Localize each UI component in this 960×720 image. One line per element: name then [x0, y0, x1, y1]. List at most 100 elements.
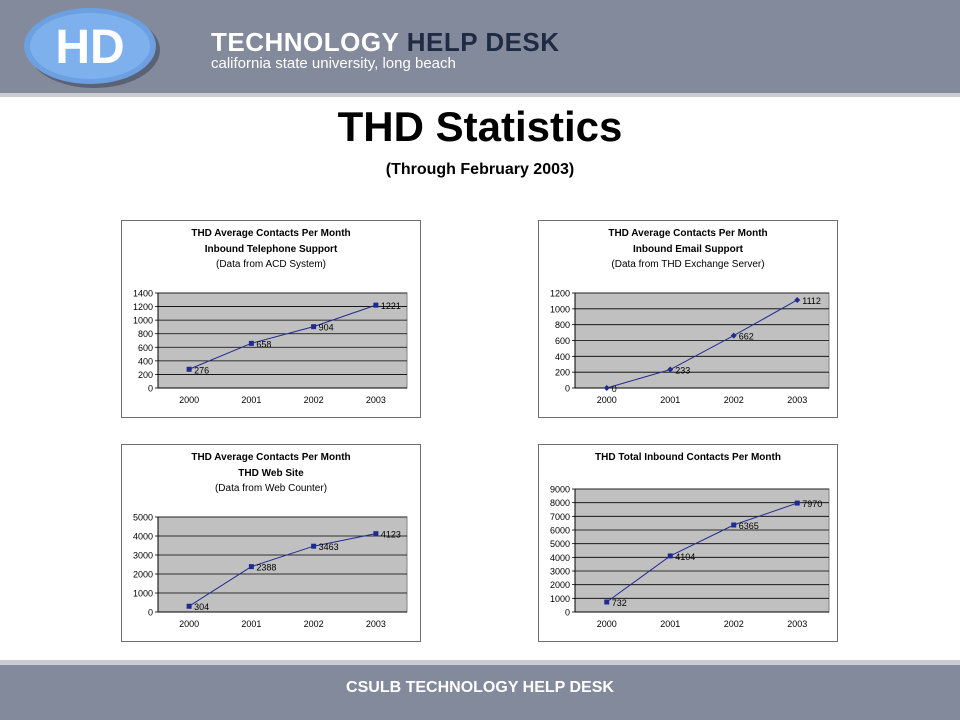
- y-tick-label: 800: [138, 329, 153, 339]
- x-tick-label: 2002: [304, 395, 324, 405]
- chart-email-support: THD Average Contacts Per Month Inbound E…: [538, 220, 838, 418]
- data-label: 4123: [381, 530, 401, 540]
- chart-title-line3: (Data from Web Counter): [214, 483, 328, 494]
- chart-title-line2: Inbound Telephone Support: [204, 244, 338, 255]
- data-point: [667, 553, 673, 559]
- data-point: [186, 603, 192, 609]
- data-label: 304: [194, 602, 209, 612]
- footer-bar: [0, 665, 960, 720]
- data-label: 276: [194, 365, 209, 375]
- data-label: 0: [612, 384, 617, 394]
- brand-title: TECHNOLOGY HELP DESK: [211, 27, 560, 58]
- y-tick-label: 800: [555, 320, 570, 330]
- chart-title-line1: THD Average Contacts Per Month: [608, 228, 768, 239]
- data-point: [667, 366, 674, 373]
- chart-title-line3: (Data from ACD System): [215, 259, 327, 270]
- y-tick-label: 1200: [550, 289, 570, 299]
- data-label: 1112: [802, 296, 821, 306]
- x-tick-label: 2001: [660, 395, 680, 405]
- data-point: [603, 385, 610, 391]
- x-tick-label: 2002: [724, 619, 744, 629]
- brand-title-part2: HELP DESK: [406, 27, 560, 57]
- y-tick-label: 5000: [550, 539, 570, 549]
- chart-plot-svg: 0 200 400 600 800 1000 1200 2000 2001 2002 2003 0 23…: [550, 289, 830, 405]
- y-tick-label: 200: [555, 368, 570, 378]
- chart-plot-svg: 0 200 400 600 800 1000 1200 1400 2000 2001 2002 200…: [133, 289, 408, 405]
- chart-title-line1: THD Total Inbound Contacts Per Month: [595, 452, 781, 463]
- y-tick-label: 2000: [133, 570, 153, 580]
- data-point: [604, 599, 610, 605]
- y-tick-label: 4000: [550, 553, 570, 563]
- chart-title-line1: THD Average Contacts Per Month: [191, 228, 351, 239]
- data-point: [794, 296, 801, 303]
- y-tick-label: 3000: [133, 551, 153, 561]
- footer-divider: [0, 660, 960, 665]
- series-line: [188, 304, 377, 370]
- chart-title-line3: (Data from THD Exchange Server): [611, 259, 765, 270]
- data-label: 662: [739, 332, 754, 342]
- footer-text: CSULB TECHNOLOGY HELP DESK: [346, 679, 614, 696]
- plot-area: [157, 516, 408, 613]
- page-subtitle: (Through February 2003): [385, 161, 575, 178]
- data-label: 1221: [381, 301, 401, 311]
- logo-text: HD: [55, 21, 124, 74]
- x-tick-label: 2000: [179, 395, 199, 405]
- y-tick-label: 1000: [550, 304, 570, 314]
- chart-title-line1: THD Average Contacts Per Month: [191, 452, 351, 463]
- data-label: 658: [256, 339, 271, 349]
- data-label: 732: [612, 598, 627, 608]
- chart-plot-svg: 0 1000 2000 3000 4000 5000 2000 2001 2002 2003 304…: [133, 513, 408, 629]
- y-tick-label: 0: [148, 608, 153, 618]
- chart-title-line2: Inbound Email Support: [633, 244, 743, 255]
- y-tick-label: 3000: [550, 567, 570, 577]
- chart-total-inbound: THD Total Inbound Contacts Per Month 0 10…: [538, 444, 838, 642]
- data-label: 904: [319, 323, 334, 333]
- data-label: 2388: [256, 563, 276, 573]
- header-bar: [0, 0, 960, 93]
- x-tick-label: 2000: [597, 395, 617, 405]
- x-tick-label: 2003: [366, 619, 386, 629]
- data-label: 3463: [319, 542, 339, 552]
- plot-area: [574, 488, 830, 613]
- y-tick-label: 600: [555, 336, 570, 346]
- chart-telephone-support: THD Average Contacts Per Month Inbound T…: [121, 220, 421, 418]
- data-point: [794, 500, 800, 506]
- data-point: [730, 332, 737, 339]
- x-tick-label: 2001: [241, 395, 261, 405]
- data-label: 233: [675, 366, 690, 376]
- x-tick-label: 2003: [787, 395, 807, 405]
- y-tick-label: 1400: [133, 289, 153, 299]
- data-point: [248, 564, 254, 570]
- data-point: [311, 543, 317, 549]
- data-point: [731, 522, 737, 528]
- y-tick-label: 400: [138, 356, 153, 366]
- y-tick-label: 1000: [133, 589, 153, 599]
- data-point: [248, 340, 254, 346]
- data-point: [373, 531, 379, 537]
- y-tick-label: 2000: [550, 580, 570, 590]
- x-tick-label: 2000: [597, 619, 617, 629]
- series-line: [606, 502, 798, 603]
- y-tick-label: 7000: [550, 512, 570, 522]
- y-tick-label: 0: [565, 608, 570, 618]
- y-tick-label: 1200: [133, 302, 153, 312]
- chart-title-line2: THD Web Site: [238, 468, 304, 479]
- chart-web-site: THD Average Contacts Per Month THD Web S…: [121, 444, 421, 642]
- y-tick-label: 600: [138, 343, 153, 353]
- data-point: [186, 366, 192, 372]
- data-point: [373, 302, 379, 308]
- x-tick-label: 2002: [724, 395, 744, 405]
- series-line: [188, 533, 376, 607]
- y-tick-label: 9000: [550, 485, 570, 495]
- y-tick-label: 6000: [550, 526, 570, 536]
- x-tick-label: 2000: [179, 619, 199, 629]
- chart-plot-svg: 0 1000 2000 3000 4000 5000 6000 7000 8000 9000 200…: [550, 485, 830, 629]
- y-tick-label: 1000: [133, 316, 153, 326]
- brand-subtitle: california state university, long beach: [211, 55, 456, 72]
- y-tick-label: 1000: [550, 594, 570, 604]
- data-label: 4104: [675, 552, 695, 562]
- y-tick-label: 0: [148, 384, 153, 394]
- data-label: 7970: [802, 499, 822, 509]
- y-tick-label: 0: [565, 384, 570, 394]
- y-tick-label: 4000: [133, 532, 153, 542]
